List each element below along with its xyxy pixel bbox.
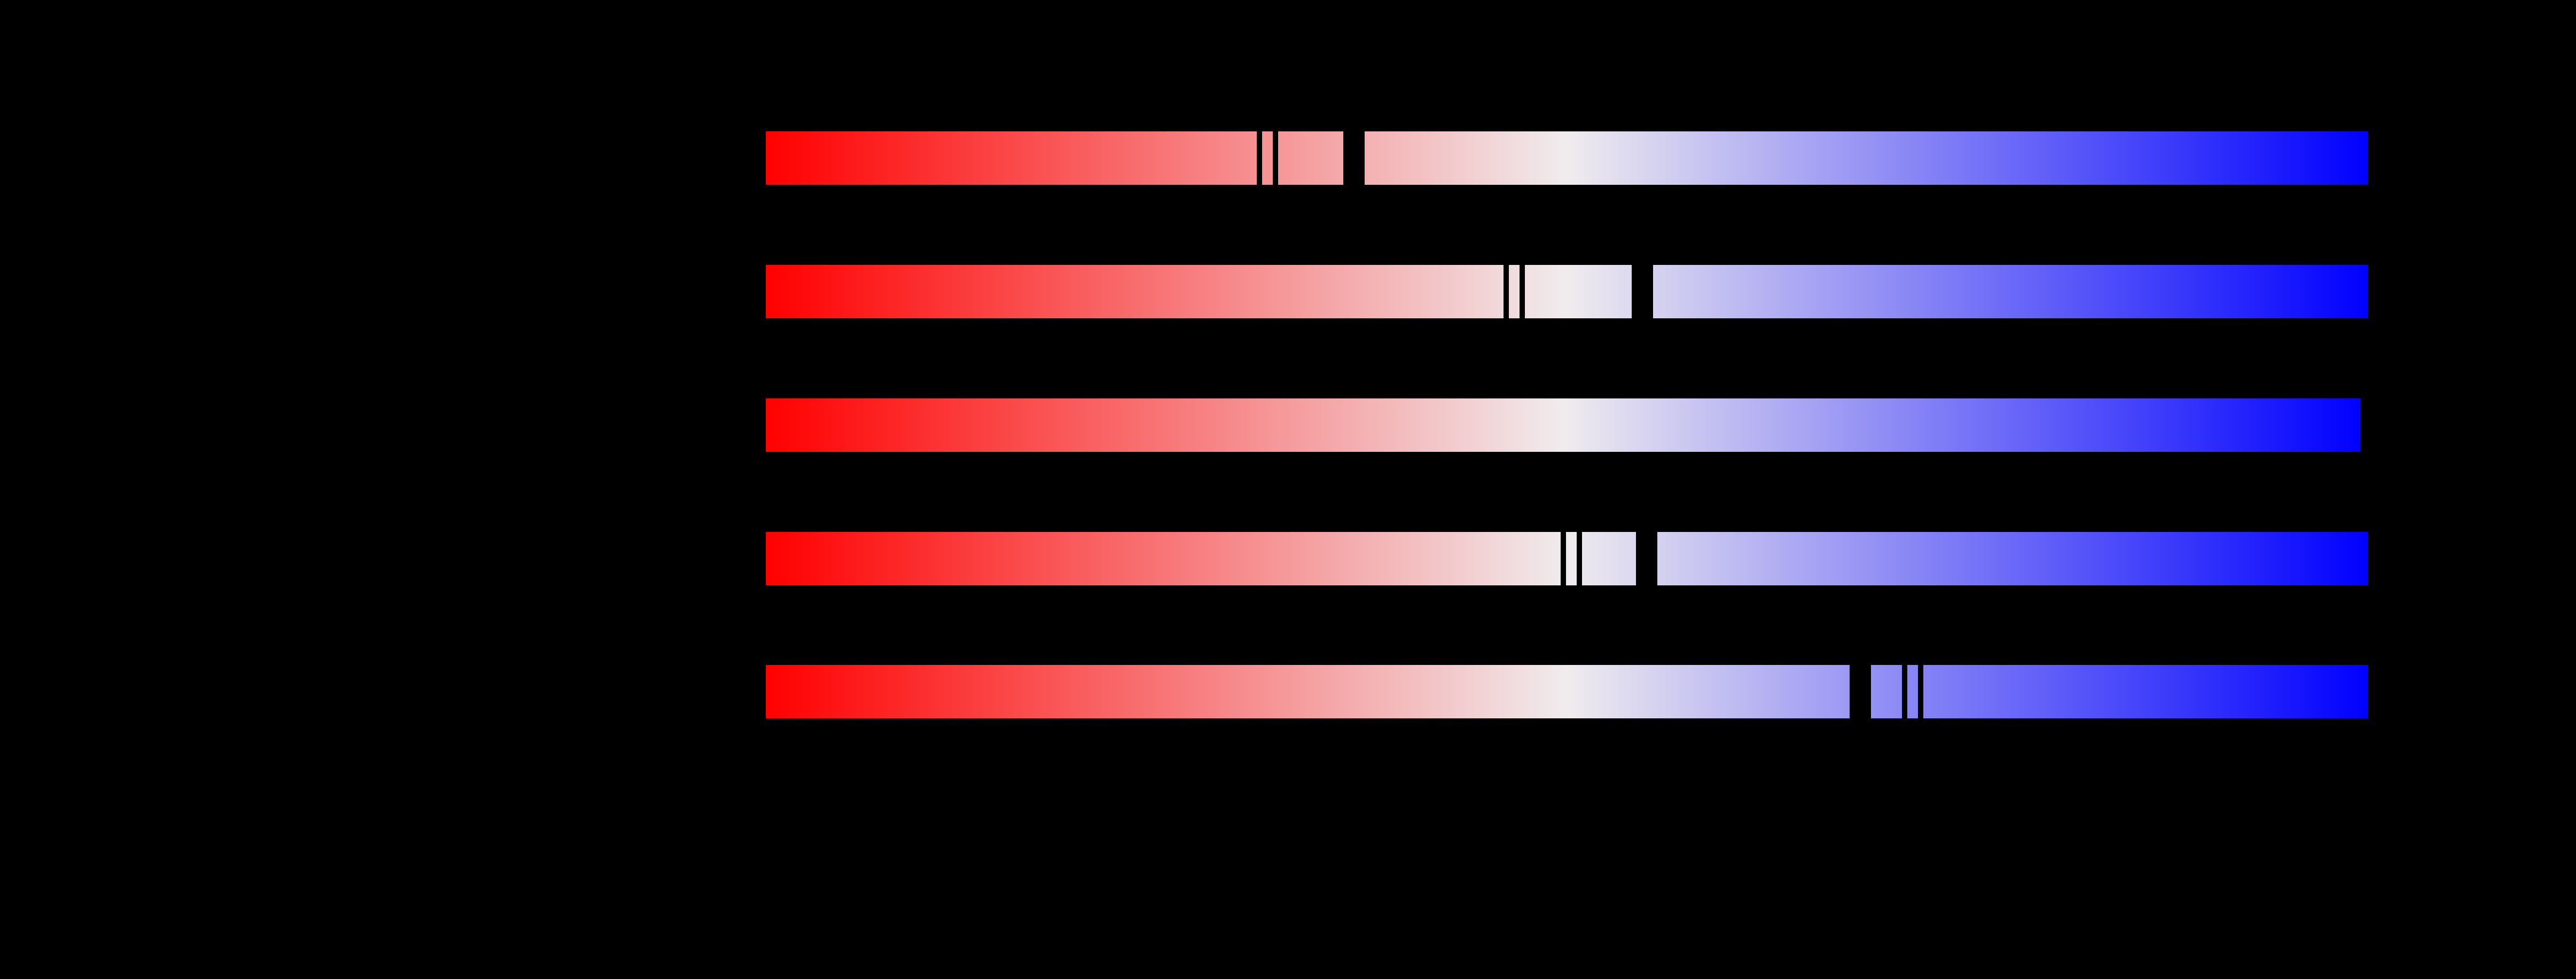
thin-tick-marker — [1917, 665, 1923, 718]
thin-tick-marker — [1273, 131, 1278, 185]
thin-tick-marker — [1560, 532, 1566, 585]
gradient-bar-row-1 — [766, 131, 2368, 185]
thin-tick-marker — [1520, 265, 1525, 318]
thick-tick-marker — [1343, 131, 1365, 185]
thick-tick-marker — [1632, 265, 1653, 318]
thin-tick-marker — [1576, 532, 1582, 585]
gradient-bar-row-4 — [766, 532, 2368, 585]
thin-tick-marker — [1257, 131, 1262, 185]
gradient-bar-row-5 — [766, 665, 2368, 718]
gradient-bar-row-2 — [766, 265, 2368, 318]
thin-tick-marker — [1504, 265, 1509, 318]
thin-tick-marker — [1901, 665, 1907, 718]
thick-tick-marker — [1850, 665, 1871, 718]
gradient-bar-row-3 — [766, 398, 2360, 452]
thick-tick-marker — [1636, 532, 1658, 585]
